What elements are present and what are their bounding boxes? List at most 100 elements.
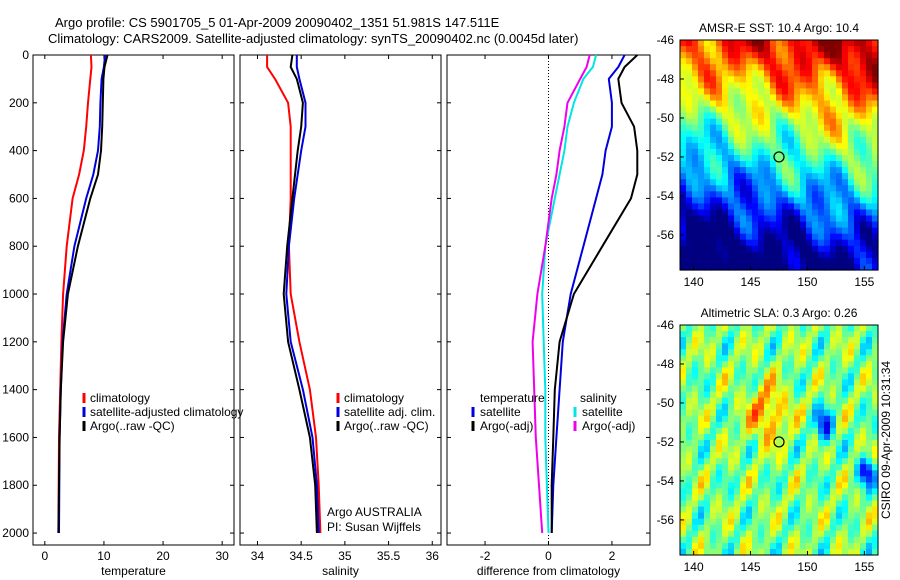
heatmap-cell [686, 536, 693, 544]
heatmap-cell [854, 536, 861, 544]
heatmap-cell [740, 124, 747, 132]
heatmap-cell [770, 203, 777, 211]
heatmap-cell [800, 76, 807, 83]
heatmap-cell [722, 440, 729, 447]
heatmap-cell [692, 403, 699, 411]
heatmap-cell [728, 349, 735, 356]
heatmap-cell [692, 148, 699, 156]
x-tick-label: 20 [156, 549, 170, 563]
heatmap-cell [812, 427, 819, 435]
heatmap-cell [686, 88, 693, 96]
heatmap-cell [680, 64, 687, 71]
heatmap-cell [860, 446, 867, 453]
heatmap-cell [716, 548, 723, 556]
heatmap-cell [860, 373, 867, 381]
heatmap-cell [848, 530, 855, 538]
heatmap-cell [836, 239, 843, 247]
heatmap-cell [770, 209, 777, 217]
heatmap-cell [836, 440, 843, 447]
heatmap-cell [698, 427, 705, 435]
heatmap-cell [854, 100, 861, 108]
heatmap-cell [824, 173, 831, 180]
heatmap-cell [686, 427, 693, 435]
heatmap-cell [698, 203, 705, 211]
heatmap-cell [722, 257, 729, 265]
heatmap-cell [710, 397, 717, 405]
heatmap-cell [836, 367, 843, 375]
heatmap-cell [854, 227, 861, 235]
legend-header-temperature: temperature [480, 391, 545, 405]
heatmap-cell [842, 379, 849, 387]
heatmap-cell [782, 227, 789, 235]
heatmap-cell [686, 506, 693, 514]
heatmap-cell [680, 458, 687, 465]
heatmap-cell [818, 257, 825, 265]
heatmap-cell [866, 221, 873, 229]
heatmap-cell [824, 76, 831, 83]
heatmap-cell [698, 409, 705, 417]
heatmap-cell [830, 512, 837, 520]
heatmap-cell [812, 148, 819, 156]
heatmap-cell [680, 518, 687, 526]
heatmap-cell [824, 185, 831, 192]
heatmap-cell [686, 251, 693, 259]
heatmap-cell [704, 512, 711, 520]
heatmap-cell [698, 367, 705, 375]
heatmap-cell [764, 179, 771, 186]
heatmap-cell [686, 203, 693, 211]
heatmap-cell [866, 173, 873, 180]
heatmap-cell [848, 124, 855, 132]
heatmap-cell [806, 46, 813, 53]
heatmap-cell [764, 257, 771, 265]
heatmap-cell [818, 136, 825, 144]
heatmap-cell [782, 64, 789, 71]
heatmap-cell [806, 494, 813, 502]
heatmap-cell [746, 500, 753, 508]
heatmap-cell [680, 215, 687, 223]
heatmap-cell [764, 524, 771, 532]
heatmap-cell [770, 488, 777, 496]
heatmap-cell [716, 464, 723, 471]
heatmap-cell [794, 349, 801, 356]
heatmap-cell [860, 148, 867, 156]
heatmap-cell [728, 440, 735, 447]
heatmap-cell [860, 464, 867, 471]
heatmap-cell [764, 361, 771, 368]
x-tick-label: -2 [480, 549, 491, 563]
heatmap-cell [740, 446, 747, 453]
heatmap-cell [872, 482, 879, 490]
heatmap-cell [758, 403, 765, 411]
heatmap-cell [818, 391, 825, 399]
heatmap-cell [722, 421, 729, 429]
heatmap-cell [848, 227, 855, 235]
heatmap-cell [770, 76, 777, 83]
heatmap-cell [686, 161, 693, 168]
heatmap-cell [836, 167, 843, 174]
heatmap-cell [764, 118, 771, 126]
heatmap-cell [854, 548, 861, 556]
heatmap-cell [794, 136, 801, 144]
heatmap-cell [794, 373, 801, 381]
heatmap-cell [686, 403, 693, 411]
heatmap-cell [848, 427, 855, 435]
heatmap-cell [758, 161, 765, 168]
heatmap-cell [854, 251, 861, 259]
heatmap-cell [698, 391, 705, 399]
heatmap-cell [854, 433, 861, 441]
heatmap-cell [824, 373, 831, 381]
heatmap-cell [830, 215, 837, 223]
heatmap-cell [812, 263, 819, 271]
heatmap-cell [698, 542, 705, 550]
heatmap-cell [836, 64, 843, 71]
heatmap-cell [794, 512, 801, 520]
heatmap-cell [692, 46, 699, 53]
heatmap-cell [830, 239, 837, 247]
heatmap-cell [686, 215, 693, 223]
heatmap-cell [680, 185, 687, 192]
heatmap-cell [686, 464, 693, 471]
heatmap-cell [788, 227, 795, 235]
heatmap-cell [686, 76, 693, 83]
heatmap-cell [776, 100, 783, 108]
heatmap-cell [836, 40, 843, 47]
heatmap-cell [854, 452, 861, 459]
